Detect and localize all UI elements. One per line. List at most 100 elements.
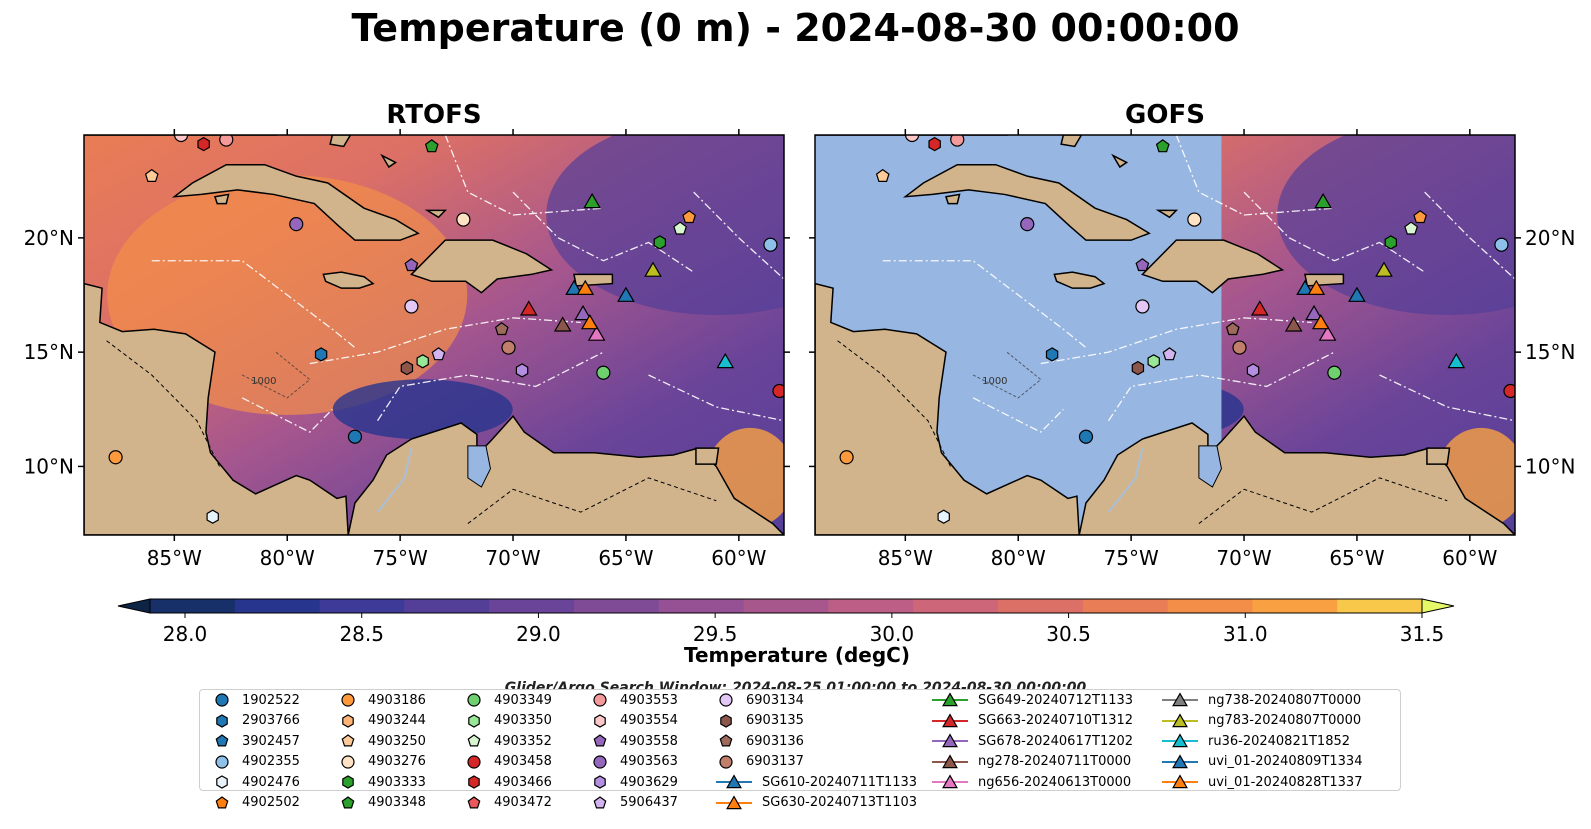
legend-label: 4902476 [242, 774, 300, 790]
argo-float-marker [596, 365, 611, 380]
colorbar-tick-label: 29.5 [693, 622, 738, 646]
argo-float-marker [1045, 347, 1059, 362]
legend-label: ng783-20240807T0000 [1208, 713, 1362, 728]
argo-float-marker [424, 139, 439, 153]
argo-float-marker [108, 450, 123, 465]
legend-item: ng783-20240807T0000 [1160, 711, 1361, 731]
argo-float-marker [1503, 383, 1515, 399]
glider-marker [1284, 316, 1303, 332]
legend-marker-icon [942, 692, 958, 707]
colorbar-tick-label: 30.0 [870, 622, 915, 646]
legend-item: 2903766 [210, 711, 300, 731]
glider-marker [565, 279, 583, 295]
legend-marker-icon [719, 734, 733, 747]
legend-label: SG610-20240711T1133 [762, 774, 918, 790]
bathymetry-contour-label: 1000 [982, 376, 1007, 387]
legend-item: 3902457 [210, 731, 300, 751]
glider-marker [1296, 279, 1314, 295]
colorbar-tick-label: 31.5 [1400, 622, 1445, 646]
legend-marker-icon [726, 774, 742, 789]
legend-marker-icon [594, 713, 606, 728]
argo-float-marker [347, 429, 363, 444]
colorbar-segment [743, 599, 829, 613]
legend-item: 4903186 [336, 690, 426, 710]
legend-item: SG663-20240710T1312 [930, 711, 1133, 731]
argo-float-marker [1413, 210, 1428, 224]
argo-float-marker [1155, 139, 1170, 153]
lat-tick-label: 15°N [1525, 340, 1575, 364]
glider-marker [519, 300, 538, 316]
legend-marker-icon [342, 775, 354, 789]
legend-item: 4903352 [462, 731, 552, 751]
argo-float-marker [456, 212, 471, 227]
argo-float-marker [404, 258, 419, 272]
legend-marker-icon [726, 794, 742, 809]
lon-tick-label: 85°W [147, 546, 202, 570]
legend-label: 4903466 [494, 774, 552, 790]
legend-label: 4903472 [494, 795, 552, 810]
legend-marker-icon [942, 753, 958, 768]
legend-marker-icon [468, 775, 480, 789]
colorbar-segment [150, 599, 236, 613]
legend-marker-icon [216, 713, 228, 728]
legend-label: 3902457 [242, 733, 300, 749]
legend-item: 6903137 [714, 752, 804, 772]
argo-float-marker [772, 383, 784, 399]
legend-marker-icon [593, 795, 607, 808]
legend-item: 4903333 [336, 772, 426, 792]
argo-float-marker [219, 135, 234, 147]
legend-label: 6903136 [746, 733, 804, 749]
lon-tick-label: 60°W [1442, 546, 1497, 570]
lat-tick-label: 10°N [1525, 454, 1575, 478]
lon-tick-label: 60°W [711, 546, 766, 570]
argo-float-marker [289, 217, 304, 232]
legend-marker-icon [1172, 712, 1188, 727]
colorbar-segment [1337, 599, 1423, 613]
lon-tick-label: 85°W [878, 546, 933, 570]
legend-item: 4903563 [588, 752, 678, 772]
legend-item: 4902476 [210, 772, 300, 792]
colorbar-tick-label: 31.0 [1223, 622, 1268, 646]
gofs-panel-title: GOFS [1125, 100, 1205, 130]
argo-float-marker [404, 299, 419, 314]
legend-marker-icon [215, 795, 229, 808]
colorbar-segment [998, 599, 1084, 613]
legend-item: SG649-20240712T1133 [930, 690, 1133, 710]
legend-label: ng738-20240807T0000 [1208, 692, 1362, 708]
legend-item: SG610-20240711T1133 [714, 772, 917, 792]
legend-marker-icon [215, 734, 229, 747]
legend-label: 4903333 [368, 774, 426, 790]
legend-item: 4903558 [588, 731, 678, 751]
legend-label: 4903250 [368, 733, 426, 749]
legend-label: 4903352 [494, 733, 552, 749]
legend-label: ng278-20240711T0000 [978, 754, 1132, 769]
legend-label: 4903348 [368, 795, 426, 810]
argo-float-marker [144, 168, 159, 182]
legend-item: uvi_01-20240809T1334 [1160, 752, 1362, 772]
argo-float-marker [1187, 212, 1202, 227]
legend-item: 4903350 [462, 711, 552, 731]
argo-float-marker [928, 136, 941, 152]
colorbar-segment [319, 599, 405, 613]
argo-float-marker [416, 354, 429, 369]
argo-float-marker [1404, 221, 1419, 235]
legend-label: uvi_01-20240809T1334 [1208, 754, 1363, 769]
colorbar-tick-label: 28.5 [339, 622, 384, 646]
legend-label: 1902522 [242, 692, 300, 708]
legend-marker-icon [467, 693, 481, 707]
argo-float-marker [431, 347, 446, 361]
legend-label: 6903135 [746, 713, 804, 728]
gofs-map-panel: 1000 [815, 135, 1515, 535]
legend-label: 4903629 [620, 774, 678, 790]
glider-marker [716, 352, 735, 369]
lon-tick-label: 65°W [598, 546, 653, 570]
legend-item: 4903629 [588, 772, 678, 792]
legend-label: SG663-20240710T1312 [978, 713, 1134, 728]
temperature-colorbar: 28.0 28.5 29.0 29.5 30.0 30.5 31.0 31.5 [117, 598, 1455, 646]
legend-marker-icon [942, 733, 958, 748]
bathymetry-contour-label: 1000 [251, 376, 276, 387]
legend-label: 6903134 [746, 692, 804, 708]
legend-marker-icon [215, 693, 229, 707]
legend-marker-icon [467, 754, 481, 769]
colorbar-segment [1252, 599, 1338, 613]
